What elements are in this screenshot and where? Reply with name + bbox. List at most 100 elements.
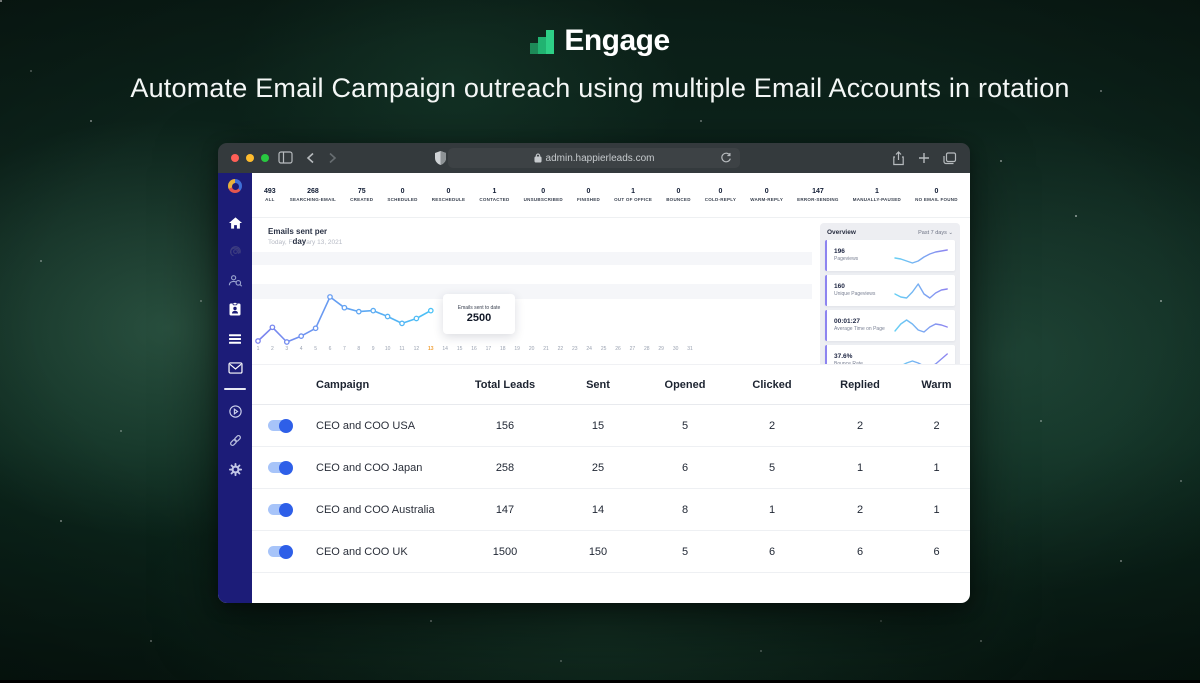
axis-label: 9 xyxy=(371,346,375,352)
stat-item[interactable]: 268 SEARCHING-EMAIL xyxy=(290,187,336,203)
stat-item[interactable]: 0 COLD-REPLY xyxy=(705,187,736,203)
sidebar-item-contacts[interactable] xyxy=(218,295,252,324)
stat-value: 1 xyxy=(492,188,497,195)
tooltip-label: Emails sent to date xyxy=(457,304,501,311)
stat-value: 0 xyxy=(446,188,451,195)
campaign-toggle[interactable] xyxy=(268,460,293,475)
share-icon[interactable] xyxy=(892,150,905,166)
stat-value: 0 xyxy=(764,188,769,195)
axis-label: 19 xyxy=(514,346,520,352)
campaign-name: CEO and COO Australia xyxy=(316,503,435,516)
campaign-metric: 6 xyxy=(768,545,776,558)
tooltip-value: 2500 xyxy=(466,311,492,324)
overview-card-value: 00:01:27 xyxy=(834,318,861,325)
stat-item[interactable]: 0 RESCHEDULE xyxy=(432,187,466,203)
address-bar[interactable]: admin.happierleads.com xyxy=(448,148,740,168)
axis-label: 30 xyxy=(672,346,679,352)
table-header-row: Campaign Total Leads Sent Opened Clicked Repl… xyxy=(252,365,970,405)
sidebar-item-home[interactable] xyxy=(218,208,252,237)
hero-tagline: Automate Email Campaign outreach using m… xyxy=(130,73,1070,103)
privacy-shield-icon[interactable] xyxy=(434,150,447,166)
app-content: 493 ALL 268 SEARCHING-EMAIL 75 CREATED 0 SCHEDU… xyxy=(218,173,970,603)
axis-label: 1 xyxy=(256,346,260,352)
campaign-metric: 14 xyxy=(591,503,605,516)
chart-x-axis: 1 2 3 4 5 6 7 8 9 10 11 12 13 14 15 16 17 18 19 20 21 22 23 24 2… xyxy=(252,218,970,364)
sidebar-item-lead-search[interactable] xyxy=(218,266,252,295)
overview-card[interactable]: 196 Pageviews xyxy=(825,240,955,271)
new-tab-icon[interactable] xyxy=(918,152,930,164)
stat-item[interactable]: 1 MANUALLY-PAUSED xyxy=(853,187,901,203)
overview-range-dropdown[interactable]: Past 7 days ⌄ xyxy=(918,229,953,236)
overview-card[interactable]: 37.6% Bounce Rate xyxy=(825,345,955,364)
campaign-toggle[interactable] xyxy=(268,544,293,559)
campaign-metric: 5 xyxy=(681,545,689,558)
table-row: CEO and COO Australia 147 14 8 1 2 1 xyxy=(252,489,970,531)
column-header: Campaign xyxy=(316,378,370,391)
stat-item[interactable]: 1 OUT OF OFFICE xyxy=(614,187,652,203)
campaign-metric: 6 xyxy=(933,545,940,558)
forward-icon[interactable] xyxy=(328,152,337,164)
sidebar-item-fingerprint[interactable] xyxy=(218,237,252,266)
app-logo-icon[interactable] xyxy=(228,179,242,193)
sidebar-divider xyxy=(224,388,246,390)
sidebar-item-campaigns[interactable] xyxy=(218,353,252,382)
chart-gridband xyxy=(252,284,812,299)
column-header: Sent xyxy=(586,378,610,391)
sidebar-item-history[interactable] xyxy=(218,397,252,426)
toggle-knob xyxy=(279,418,293,433)
campaign-toggle[interactable] xyxy=(268,418,293,433)
stat-label: COLD-REPLY xyxy=(704,197,737,202)
campaign-metric: 156 xyxy=(495,419,515,432)
tab-overview-icon[interactable] xyxy=(943,151,957,165)
overview-card[interactable]: 160 Unique Pageviews xyxy=(825,275,955,306)
column-header: Clicked xyxy=(752,378,792,391)
overview-card-value: 160 xyxy=(834,283,845,290)
campaign-metric: 6 xyxy=(681,461,689,474)
overview-card[interactable]: 00:01:27 Average Time on Page xyxy=(825,310,955,341)
stat-item[interactable]: 0 UNSUBSCRIBED xyxy=(524,187,563,203)
engage-brand: Engage xyxy=(530,26,670,56)
axis-label: 4 xyxy=(299,346,303,352)
stat-item[interactable]: 493 ALL xyxy=(264,187,276,203)
axis-label: 16 xyxy=(471,346,477,352)
overview-card-text: 00:01:27 Average Time on Page xyxy=(834,318,885,333)
stat-label: FINISHED xyxy=(576,197,600,202)
campaign-toggle[interactable] xyxy=(268,502,293,517)
overview-card-value: 37.6% xyxy=(834,353,853,360)
sidebar-item-integrations[interactable] xyxy=(218,426,252,455)
axis-label: 20 xyxy=(528,346,535,352)
campaign-metric: 1 xyxy=(768,503,776,516)
stat-value: 0 xyxy=(718,188,723,195)
stat-item[interactable]: 0 WARM-REPLY xyxy=(750,187,783,203)
sidebar-toggle-icon[interactable] xyxy=(278,151,293,164)
back-icon[interactable] xyxy=(306,152,315,164)
sidebar-item-settings[interactable] xyxy=(218,455,252,484)
traffic-lights[interactable] xyxy=(231,154,269,162)
axis-label: 22 xyxy=(557,346,564,352)
stat-item[interactable]: 0 SCHEDULED xyxy=(387,187,417,203)
sidebar-item-lists[interactable] xyxy=(218,324,252,353)
axis-label: 12 xyxy=(413,346,420,352)
campaign-metric: 258 xyxy=(495,461,515,474)
stat-item[interactable]: 1 CONTACTED xyxy=(479,187,509,203)
stat-value: 0 xyxy=(586,188,591,195)
stat-item[interactable]: 147 ERROR-SENDING xyxy=(797,187,839,203)
axis-label: 10 xyxy=(384,346,391,352)
minimize-window-icon[interactable] xyxy=(246,154,254,162)
stat-item[interactable]: 0 FINISHED xyxy=(577,187,600,203)
overview-card-label: Average Time on Page xyxy=(834,326,885,332)
url-text: admin.happierleads.com xyxy=(545,152,655,164)
table-row: CEO and COO UK 1500 150 5 6 6 6 xyxy=(252,531,970,573)
campaign-metric: 5 xyxy=(681,419,689,432)
reload-icon[interactable] xyxy=(720,152,732,164)
close-window-icon[interactable] xyxy=(231,154,239,162)
stat-item[interactable]: 0 BOUNCED xyxy=(666,187,691,203)
stat-value: 1 xyxy=(631,188,636,195)
stat-item[interactable]: 75 CREATED xyxy=(350,187,373,203)
stat-value: 0 xyxy=(541,188,546,195)
stat-item[interactable]: 0 NO EMAIL FOUND xyxy=(915,187,958,203)
column-header: Opened xyxy=(664,378,706,391)
stat-label: WARM-REPLY xyxy=(750,197,784,202)
zoom-window-icon[interactable] xyxy=(261,154,269,162)
